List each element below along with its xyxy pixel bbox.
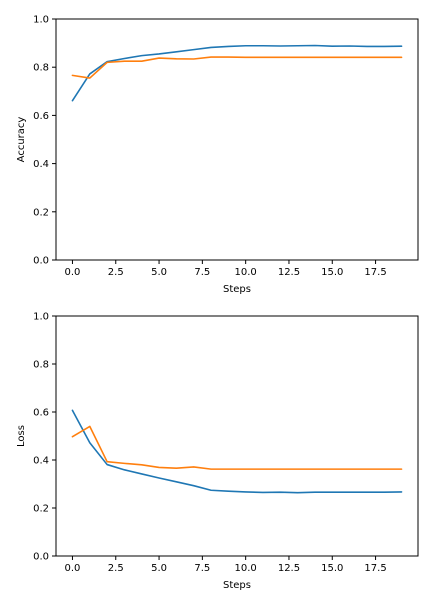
chart-2-series-2-line xyxy=(71,425,403,470)
chart-2-x-tick-label-1: 2.5 xyxy=(108,563,124,574)
chart-2-axes-frame xyxy=(55,315,419,557)
chart-1-series-1-line xyxy=(71,44,403,102)
chart-1-y-tick-label-1: 0.2 xyxy=(33,207,49,218)
chart-2-x-tick-label-0: 0.0 xyxy=(65,563,81,574)
chart-1-x-tick-label-5: 12.5 xyxy=(278,267,300,278)
chart-2-y-tick-label-4: 0.8 xyxy=(33,360,49,371)
chart-2-x-tick-label-7: 17.5 xyxy=(364,563,386,574)
chart-2-y-tick-label-2: 0.4 xyxy=(33,456,49,467)
chart-1-x-tick-label-0: 0.0 xyxy=(65,267,81,278)
chart-1-x-tick-label-4: 10.0 xyxy=(235,267,257,278)
chart-1-x-tick-label-2: 5.0 xyxy=(151,267,167,278)
chart-1-y-tick-label-4: 0.8 xyxy=(33,63,49,74)
chart-1-x-tick-label-7: 17.5 xyxy=(364,267,386,278)
chart-1-y-tick-label-5: 1.0 xyxy=(33,15,49,26)
chart-1-series-2-line xyxy=(71,56,403,79)
chart-2-x-tick-label-4: 10.0 xyxy=(235,563,257,574)
chart-1-y-tick-label-0: 0.0 xyxy=(33,256,49,267)
chart-2-y-tick-label-5: 1.0 xyxy=(33,312,49,323)
chart-2-y-axis-label: Loss xyxy=(16,425,27,447)
chart-2-y-tick-label-3: 0.6 xyxy=(33,408,49,419)
chart-1-axes-frame xyxy=(55,18,419,261)
chart-2-x-tick-label-3: 7.5 xyxy=(194,563,210,574)
chart-2-x-tick-label-5: 12.5 xyxy=(278,563,300,574)
chart-1-group: 0.0 2.5 5.0 7.5 10.0 12.5 15.0 17.5 0.0 0.2 0.4 0.6… xyxy=(16,15,419,295)
chart-2-group: 0.0 2.5 5.0 7.5 10.0 12.5 15.0 17.5 0.0 0.2 0.4 0.6… xyxy=(16,312,419,591)
chart-1-y-axis-label: Accuracy xyxy=(16,117,27,163)
chart-2-series-1-line xyxy=(71,409,403,494)
chart-1-x-tick-label-6: 15.0 xyxy=(321,267,343,278)
chart-2-y-tick-label-1: 0.2 xyxy=(33,504,49,515)
chart-1-y-tick-label-3: 0.6 xyxy=(33,111,49,122)
chart-1-x-axis-label: Steps xyxy=(223,284,251,295)
chart-2-x-tick-label-6: 15.0 xyxy=(321,563,343,574)
chart-2-x-axis-label: Steps xyxy=(223,580,251,591)
chart-1-x-tick-label-1: 2.5 xyxy=(108,267,124,278)
chart-1-x-tick-label-3: 7.5 xyxy=(194,267,210,278)
chart-1-y-tick-label-2: 0.4 xyxy=(33,159,49,170)
chart-2-y-tick-label-0: 0.0 xyxy=(33,552,49,563)
chart-2-x-tick-label-2: 5.0 xyxy=(151,563,167,574)
